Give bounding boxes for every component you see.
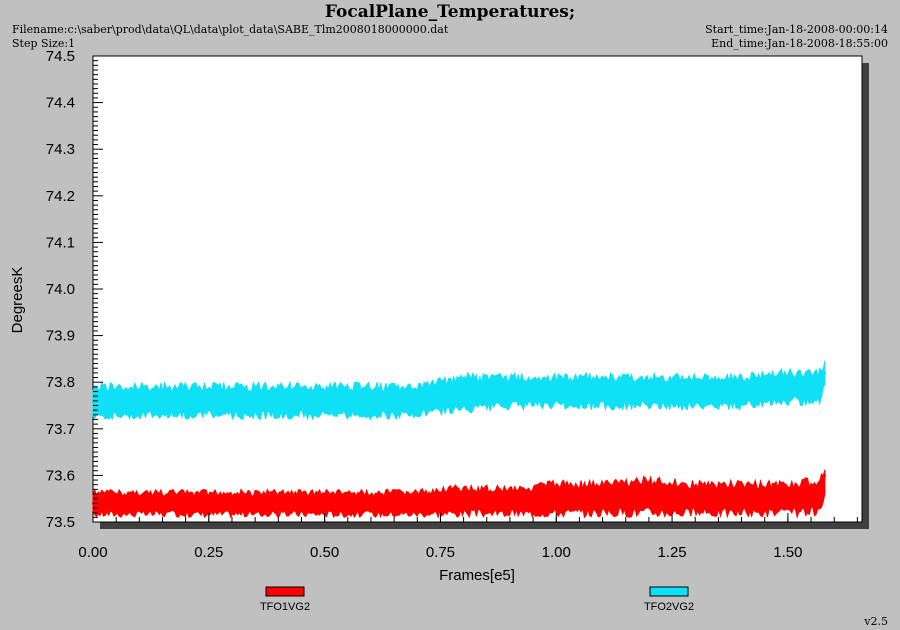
data-point [823,474,827,477]
series-tfo1vg2 [91,469,827,519]
x-tick-label: 1.25 [657,544,686,561]
legend-label-tfo2vg2: TFO2VG2 [644,601,694,613]
data-point [555,390,558,393]
series-layer [91,360,827,519]
plot-area [92,55,863,523]
version-label: v2.5 [864,615,888,628]
y-tick-label: 74.3 [46,141,75,158]
data-point [138,399,141,402]
x-tick-label: 0.75 [426,544,455,561]
y-axis-label: DegreesK [9,267,26,334]
data-point [694,390,697,393]
data-point [230,502,234,505]
chart-title: FocalPlane_Temperatures; [324,2,576,22]
data-point [416,502,419,505]
data-point [184,502,187,505]
data-point [647,388,651,391]
x-tick-label: 0.25 [194,544,223,561]
data-point [462,499,465,503]
legend-label-tfo1vg2: TFO1VG2 [260,601,310,613]
data-point [508,497,512,500]
data-point [819,388,822,391]
start-time-label: Start_time:Jan-18-2008-00:00:14 [705,23,888,36]
y-tick-label: 74.0 [46,281,75,298]
data-point [439,499,442,503]
data-point [277,502,280,505]
data-point [823,371,827,375]
filename-label: Filename:c:\saber\prod\data\QL\data\plot… [12,23,449,36]
series-band-tfo1vg2 [92,469,826,519]
data-point [786,388,790,391]
data-point [555,495,558,498]
data-point [277,399,280,402]
data-point [369,399,373,402]
series-tfo2vg2 [91,360,827,421]
axis-layer: 73.5 73.6 73.7 73.8 73.9 74.0 74.1 74.2 74.3 74.4… [46,48,858,561]
data-point [439,395,442,398]
data-point [138,502,141,505]
y-tick-label: 73.9 [46,328,75,345]
y-tick-label: 73.6 [46,467,75,484]
y-tick-label: 74.2 [46,188,75,205]
y-tick-label: 73.7 [46,421,75,438]
data-point [323,502,326,505]
y-tick-label: 74.4 [46,95,75,112]
data-point [740,390,743,393]
y-tick-label: 74.1 [46,234,75,251]
x-tick-label: 0.50 [310,544,339,561]
x-tick-label: 1.50 [773,544,802,561]
legend-swatch-tfo2vg2 [649,586,689,597]
data-point [462,392,465,395]
data-point [508,390,512,393]
data-point [601,392,604,395]
data-point [601,495,604,498]
data-point [230,399,234,402]
x-axis-label: Frames[e5] [439,567,515,584]
end-time-label: End_time:Jan-18-2008-18:55:00 [711,37,888,50]
data-point [184,399,187,402]
data-point [786,495,790,498]
data-point [740,497,743,500]
data-point [369,502,373,505]
y-tick-label: 74.5 [46,48,75,65]
data-point [323,399,326,402]
step-size-label: Step Size:1 [12,37,76,50]
y-tick-label: 73.5 [46,514,75,531]
data-point [416,399,419,402]
series-band-tfo2vg2 [92,360,826,421]
x-tick-label: 1.00 [542,544,571,561]
y-tick-label: 73.8 [46,374,75,391]
data-point [647,492,651,496]
data-point [819,492,822,496]
x-tick-label: 0.00 [78,544,107,561]
legend-swatch-tfo1vg2 [265,586,305,597]
data-point [694,497,697,500]
